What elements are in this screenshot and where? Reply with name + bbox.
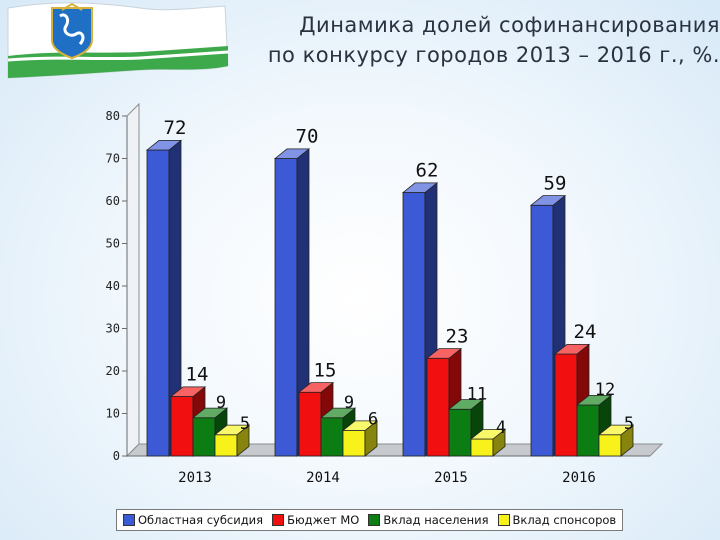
bar-3-3 — [598, 434, 622, 457]
y-tick-label: 60 — [106, 194, 120, 208]
bar-top-1-2 — [319, 407, 357, 419]
chart-title: Динамика долей софинансирования по конку… — [180, 10, 720, 70]
x-tick-label: 2013 — [178, 470, 212, 486]
bar-3-1 — [554, 353, 578, 457]
bar-1-3 — [342, 430, 366, 457]
legend-swatch — [123, 514, 135, 526]
bar-2-0 — [402, 192, 426, 457]
legend-swatch — [272, 514, 285, 526]
bar-top-2-1 — [425, 348, 463, 359]
data-label-3-0: 59 — [544, 172, 567, 194]
data-label-1-0: 70 — [296, 126, 319, 148]
x-tick-label: 2016 — [562, 470, 596, 486]
legend-label: Вклад спонсоров — [512, 513, 617, 527]
bar-top-0-3 — [213, 424, 251, 436]
y-tick-label: 30 — [106, 322, 120, 336]
y-tick-label: 70 — [106, 152, 120, 166]
data-label-1-2: 9 — [344, 393, 354, 413]
bar-0-2 — [192, 417, 216, 457]
bar-1-2 — [320, 417, 344, 457]
bar-top-1-3 — [341, 420, 379, 431]
bar-0-0 — [146, 149, 170, 457]
y-tick-label: 20 — [106, 364, 120, 378]
bar-3-0 — [530, 204, 554, 457]
data-label-0-3: 5 — [240, 414, 250, 434]
bar-2-2 — [448, 408, 472, 457]
bar-1-0 — [274, 158, 298, 457]
bar-top-2-2 — [447, 399, 485, 410]
y-tick-label: 80 — [106, 109, 120, 123]
data-label-3-1: 24 — [574, 321, 597, 343]
bar-top-0-2 — [191, 407, 229, 419]
data-label-0-2: 9 — [216, 393, 226, 413]
bar-1-1 — [298, 391, 322, 457]
data-label-2-0: 62 — [416, 160, 439, 182]
data-label-0-1: 14 — [186, 364, 209, 386]
bar-top-0-0 — [145, 139, 183, 151]
data-label-1-1: 15 — [314, 359, 337, 381]
data-label-3-3: 5 — [624, 414, 634, 434]
legend-item: Областная субсидия — [123, 513, 263, 527]
plot-side-wall — [126, 102, 140, 458]
legend-label: Бюджет МО — [287, 513, 360, 527]
legend-label: Вклад населения — [383, 513, 489, 527]
bar-0-1 — [170, 396, 194, 457]
bar-top-3-2 — [575, 394, 613, 406]
bar-2-1 — [426, 357, 450, 457]
bar-top-0-1 — [169, 386, 207, 397]
legend-item: Бюджет МО — [272, 513, 359, 527]
legend-item: Вклад спонсоров — [497, 513, 617, 527]
y-tick-label: 0 — [113, 449, 120, 463]
data-label-2-1: 23 — [446, 325, 469, 347]
data-label-1-3: 6 — [368, 410, 378, 430]
bar-0-3 — [214, 434, 238, 457]
bar-top-3-3 — [597, 424, 635, 436]
y-tick-label: 10 — [106, 407, 120, 421]
bar-top-2-3 — [469, 428, 507, 440]
chart-title-line-2: по конкурсу городов 2013 – 2016 г., %. — [267, 43, 720, 67]
legend-item: Вклад населения — [368, 513, 489, 527]
x-tick-label: 2015 — [434, 470, 468, 486]
legend-swatch — [497, 514, 510, 526]
chart-legend: Областная субсидия Бюджет МО Вклад населен… — [116, 509, 624, 531]
bar-top-2-0 — [401, 182, 439, 193]
bar-2-3 — [470, 438, 494, 457]
data-label-3-2: 12 — [595, 380, 615, 400]
bar-top-1-1 — [297, 382, 335, 393]
bar-top-1-0 — [273, 148, 311, 159]
legend-swatch — [368, 514, 381, 526]
data-label-0-0: 72 — [164, 117, 187, 139]
bar-top-3-1 — [553, 343, 591, 355]
legend-label: Областная субсидия — [138, 513, 264, 527]
kirov-region-flag-icon — [7, 2, 229, 79]
chart-title-line-1: Динамика долей софинансирования — [299, 13, 720, 37]
data-label-2-2: 11 — [467, 384, 487, 404]
data-label-2-3: 4 — [496, 418, 506, 438]
y-tick-label: 50 — [106, 237, 120, 251]
bar-3-2 — [576, 404, 600, 457]
x-tick-label: 2014 — [306, 470, 340, 486]
y-tick-label: 40 — [106, 279, 120, 293]
bar-top-3-0 — [529, 195, 567, 206]
